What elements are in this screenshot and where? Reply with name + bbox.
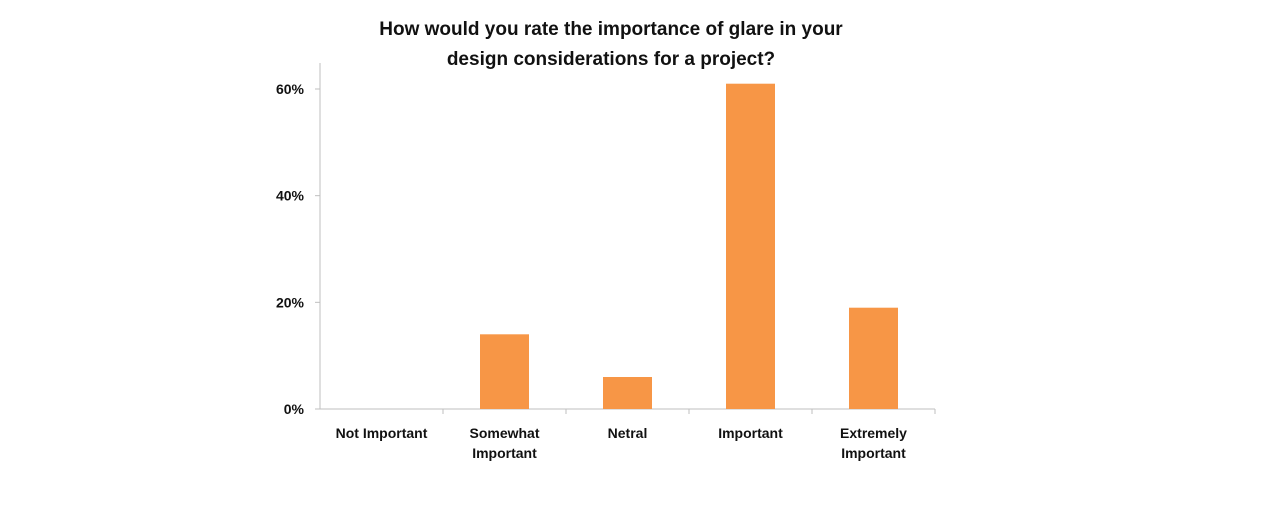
bar [480,334,529,409]
chart-title: How would you rate the importance of gla… [379,19,843,70]
y-tick-label: 0% [284,401,305,417]
chart-title-line-1: How would you rate the importance of gla… [379,19,843,40]
bar [849,307,898,409]
x-category-label: Important [472,445,537,461]
x-category-label: Important [841,445,906,461]
chart-title-line-2: design considerations for a project? [447,49,775,70]
bars [480,83,898,409]
x-category-label: Somewhat [469,425,539,441]
y-tick-label: 40% [276,188,305,204]
x-category-label: Netral [608,425,648,441]
x-axis: Not Important Somewhat Important Netral Impo… [320,408,936,461]
bar [726,83,775,409]
x-category-label: Important [718,425,783,441]
y-tick-label: 20% [276,294,305,310]
y-tick-label: 60% [276,81,305,97]
bar [603,377,652,409]
x-category-label: Extremely [840,425,907,441]
x-category-label: Not Important [336,425,428,441]
y-axis: 0% 20% 40% 60% [276,63,321,417]
